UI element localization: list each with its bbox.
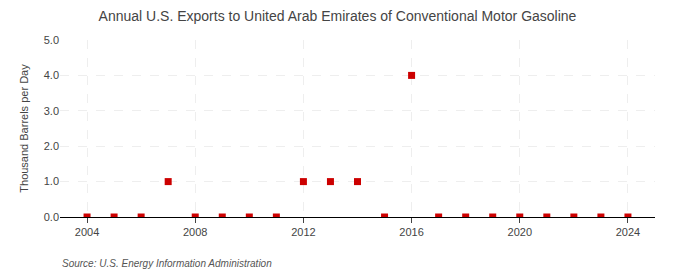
svg-text:0.0: 0.0 bbox=[44, 211, 59, 223]
svg-text:5.0: 5.0 bbox=[44, 34, 59, 46]
svg-text:2004: 2004 bbox=[75, 226, 99, 238]
svg-text:2016: 2016 bbox=[399, 226, 423, 238]
svg-text:Source: U.S. Energy Informatio: Source: U.S. Energy Information Administ… bbox=[62, 258, 272, 269]
svg-text:2012: 2012 bbox=[291, 226, 315, 238]
svg-text:3.0: 3.0 bbox=[44, 105, 59, 117]
svg-text:2008: 2008 bbox=[183, 226, 207, 238]
svg-text:Annual U.S. Exports to United: Annual U.S. Exports to United Arab Emira… bbox=[99, 8, 577, 24]
svg-text:2.0: 2.0 bbox=[44, 140, 59, 152]
svg-text:Thousand Barrels per Day: Thousand Barrels per Day bbox=[18, 64, 30, 193]
svg-text:1.0: 1.0 bbox=[44, 175, 59, 187]
svg-text:4.0: 4.0 bbox=[44, 69, 59, 81]
svg-text:2020: 2020 bbox=[508, 226, 532, 238]
svg-text:2024: 2024 bbox=[616, 226, 640, 238]
